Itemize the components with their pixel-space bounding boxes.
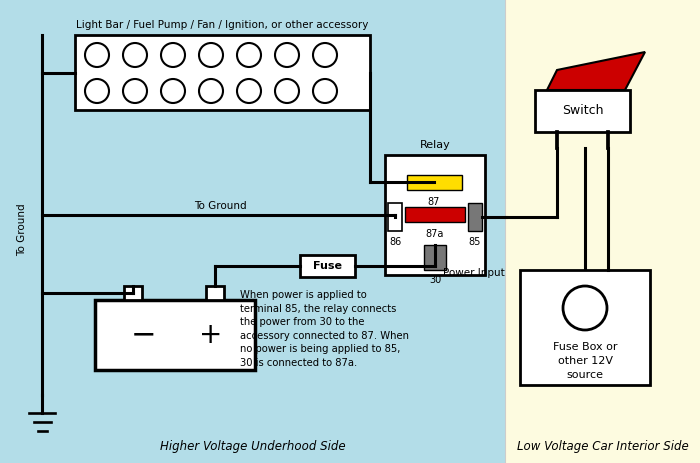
Bar — [535, 90, 630, 132]
Bar — [95, 300, 255, 370]
Text: Power Input: Power Input — [443, 268, 505, 278]
Text: 86: 86 — [389, 237, 401, 247]
Text: 30: 30 — [429, 275, 441, 285]
Text: Higher Voltage Underhood Side: Higher Voltage Underhood Side — [160, 440, 345, 453]
Text: 85: 85 — [469, 237, 481, 247]
Text: When power is applied to
terminal 85, the relay connects
the power from 30 to th: When power is applied to terminal 85, th… — [240, 290, 409, 368]
Circle shape — [85, 79, 109, 103]
Text: Relay: Relay — [419, 140, 450, 150]
Text: 87: 87 — [428, 197, 440, 207]
Circle shape — [237, 43, 261, 67]
Circle shape — [123, 43, 147, 67]
Circle shape — [123, 79, 147, 103]
Text: 87a: 87a — [426, 229, 444, 239]
Text: To Ground: To Ground — [194, 201, 246, 211]
Polygon shape — [547, 52, 645, 90]
Circle shape — [199, 43, 223, 67]
Circle shape — [199, 79, 223, 103]
Circle shape — [237, 79, 261, 103]
Bar — [0, 0, 505, 463]
Bar — [505, 0, 700, 463]
Circle shape — [275, 79, 299, 103]
Text: Switch: Switch — [561, 105, 603, 118]
Bar — [124, 286, 142, 300]
Text: To Ground: To Ground — [17, 204, 27, 257]
Bar — [407, 175, 462, 190]
Bar — [385, 155, 485, 275]
Bar — [424, 245, 446, 270]
Bar — [300, 255, 355, 277]
Text: +: + — [199, 321, 222, 349]
Circle shape — [275, 43, 299, 67]
Circle shape — [313, 79, 337, 103]
Circle shape — [85, 43, 109, 67]
Text: Fuse Box or
other 12V
source: Fuse Box or other 12V source — [553, 342, 617, 380]
Bar — [405, 207, 465, 222]
Circle shape — [161, 79, 185, 103]
Circle shape — [161, 43, 185, 67]
Bar — [468, 203, 482, 231]
Text: −: − — [130, 320, 155, 350]
Bar — [206, 286, 224, 300]
Bar — [388, 203, 402, 231]
Bar — [520, 270, 650, 385]
Text: Low Voltage Car Interior Side: Low Voltage Car Interior Side — [517, 440, 688, 453]
Circle shape — [563, 286, 607, 330]
Circle shape — [313, 43, 337, 67]
Text: Light Bar / Fuel Pump / Fan / Ignition, or other accessory: Light Bar / Fuel Pump / Fan / Ignition, … — [76, 20, 369, 30]
Text: Fuse: Fuse — [313, 261, 342, 271]
Bar — [75, 35, 370, 110]
